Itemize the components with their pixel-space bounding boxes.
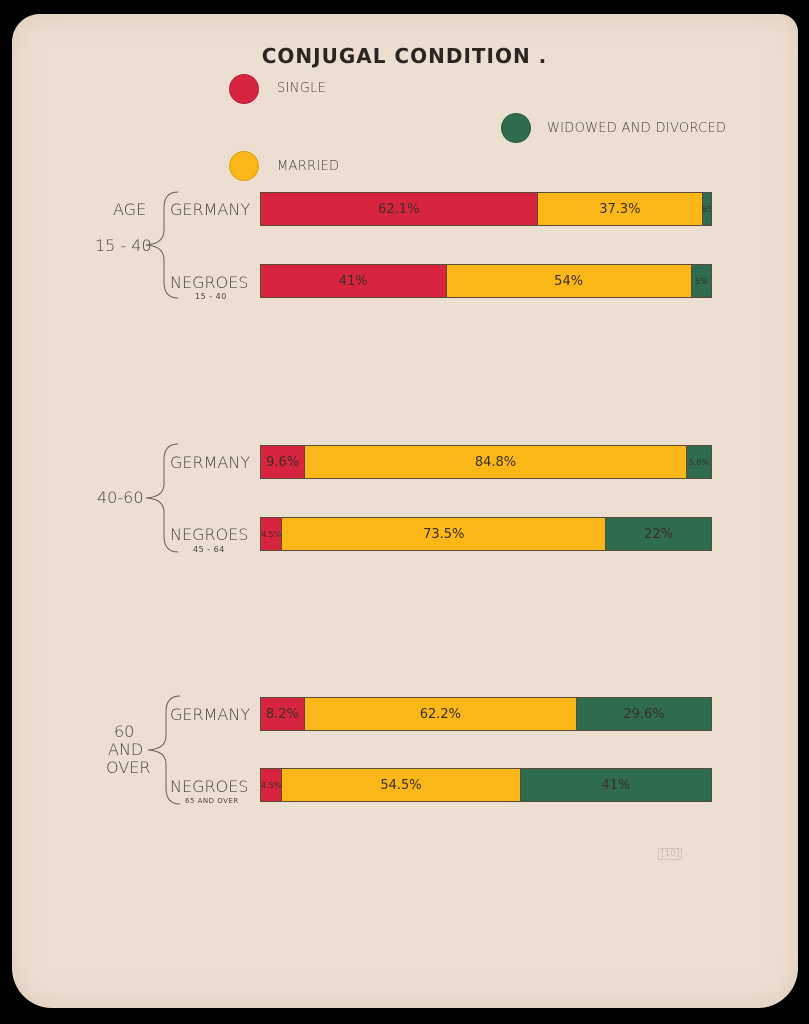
group-1-brace <box>145 191 179 299</box>
seg-single: 4.5% <box>261 769 282 801</box>
legend-widowed-swatch <box>501 113 531 143</box>
group-3-label-60: 60 <box>114 722 135 741</box>
group-1-label-age: AGE <box>113 200 147 219</box>
seg-widowed: .6% <box>702 193 711 225</box>
legend-married-swatch <box>229 151 259 181</box>
bar-g3-negroes: 4.5% 54.5% 41% <box>260 768 712 802</box>
seg-married: 37.3% <box>536 193 703 225</box>
group-3-label-and: AND <box>108 740 144 759</box>
group-2-row-1-name: GERMANY <box>170 453 251 472</box>
seg-single: 8.2% <box>261 698 304 730</box>
group-3-row-1-name: GERMANY <box>170 705 251 724</box>
legend-single-label: SINGLE <box>277 81 327 96</box>
seg-widowed: 41% <box>519 769 711 801</box>
group-2-row-2-name: NEGROES <box>170 525 249 544</box>
bar-g1-germany: 62.1% 37.3% .6% <box>260 192 712 226</box>
group-2-row-2-sub: 45 - 64 <box>193 545 225 554</box>
group-3-row-2-sub: 65 AND OVER <box>185 797 239 805</box>
seg-married: 54% <box>445 265 691 297</box>
seg-married: 54.5% <box>281 769 520 801</box>
seg-married: 62.2% <box>303 698 576 730</box>
group-2-label-range: 40-60 <box>97 488 144 507</box>
seg-single: 4.5% <box>261 518 282 550</box>
seg-single: 41% <box>261 265 446 297</box>
bar-g2-germany: 9.6% 84.8% 5.6% <box>260 445 712 479</box>
seg-single: 62.1% <box>261 193 537 225</box>
archive-stamp: [10] <box>658 848 683 860</box>
group-1-row-2-name: NEGROES <box>170 273 249 292</box>
chart-title: CONJUGAL CONDITION . <box>261 44 548 68</box>
seg-married: 73.5% <box>281 518 606 550</box>
seg-single: 9.6% <box>261 446 305 478</box>
seg-widowed: 29.6% <box>576 698 711 730</box>
paper-background <box>12 14 798 1008</box>
group-3-brace <box>147 695 181 805</box>
group-2-brace <box>145 443 179 553</box>
seg-widowed: 5.6% <box>685 446 711 478</box>
group-1-row-2-sub: 15 - 40 <box>195 292 227 301</box>
seg-widowed: 22% <box>605 518 711 550</box>
legend-single-swatch <box>229 74 259 104</box>
seg-married: 84.8% <box>304 446 686 478</box>
legend-widowed-label: WIDOWED AND DIVORCED <box>547 121 727 136</box>
bar-g3-germany: 8.2% 62.2% 29.6% <box>260 697 712 731</box>
legend-married-label: MARRIED <box>277 159 340 174</box>
seg-widowed: 5% <box>690 265 711 297</box>
group-1-label-range: 15 - 40 <box>95 236 152 255</box>
group-1-row-1-name: GERMANY <box>170 200 251 219</box>
group-3-row-2-name: NEGROES <box>170 777 249 796</box>
bar-g1-negroes: 41% 54% 5% <box>260 264 712 298</box>
group-3-label-over: OVER <box>106 758 151 777</box>
bar-g2-negroes: 4.5% 73.5% 22% <box>260 517 712 551</box>
